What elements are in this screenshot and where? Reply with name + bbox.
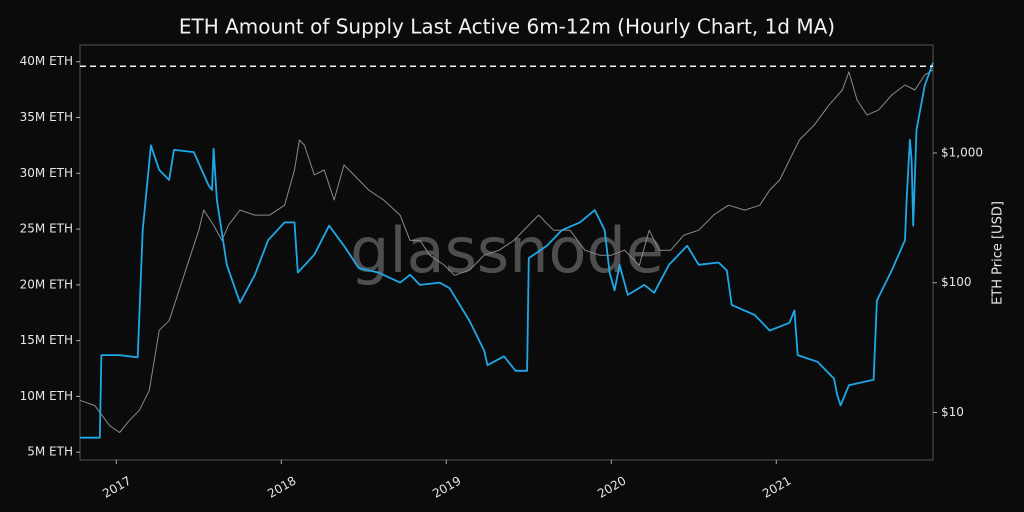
watermark: glassnode <box>350 214 664 287</box>
y2-tick-label: $10 <box>941 405 964 419</box>
plot-frame <box>79 44 934 461</box>
y-tick-label: 5M ETH <box>27 445 73 459</box>
price-line <box>79 69 934 433</box>
y-tick-label: 40M ETH <box>20 54 73 68</box>
y-tick-label: 15M ETH <box>20 333 73 347</box>
y-tick-label: 10M ETH <box>20 389 73 403</box>
y2-axis-label: ETH Price [USD] <box>991 201 1006 305</box>
y-tick-label: 20M ETH <box>20 277 73 291</box>
y2-tick-label: $1,000 <box>941 145 983 159</box>
y-tick-label: 30M ETH <box>20 166 73 180</box>
y2-tick-label: $100 <box>941 275 972 289</box>
y-tick-label: 25M ETH <box>20 222 73 236</box>
chart-title: ETH Amount of Supply Last Active 6m-12m … <box>179 15 835 39</box>
supply-line <box>80 62 934 439</box>
y-tick-label: 35M ETH <box>20 110 73 124</box>
